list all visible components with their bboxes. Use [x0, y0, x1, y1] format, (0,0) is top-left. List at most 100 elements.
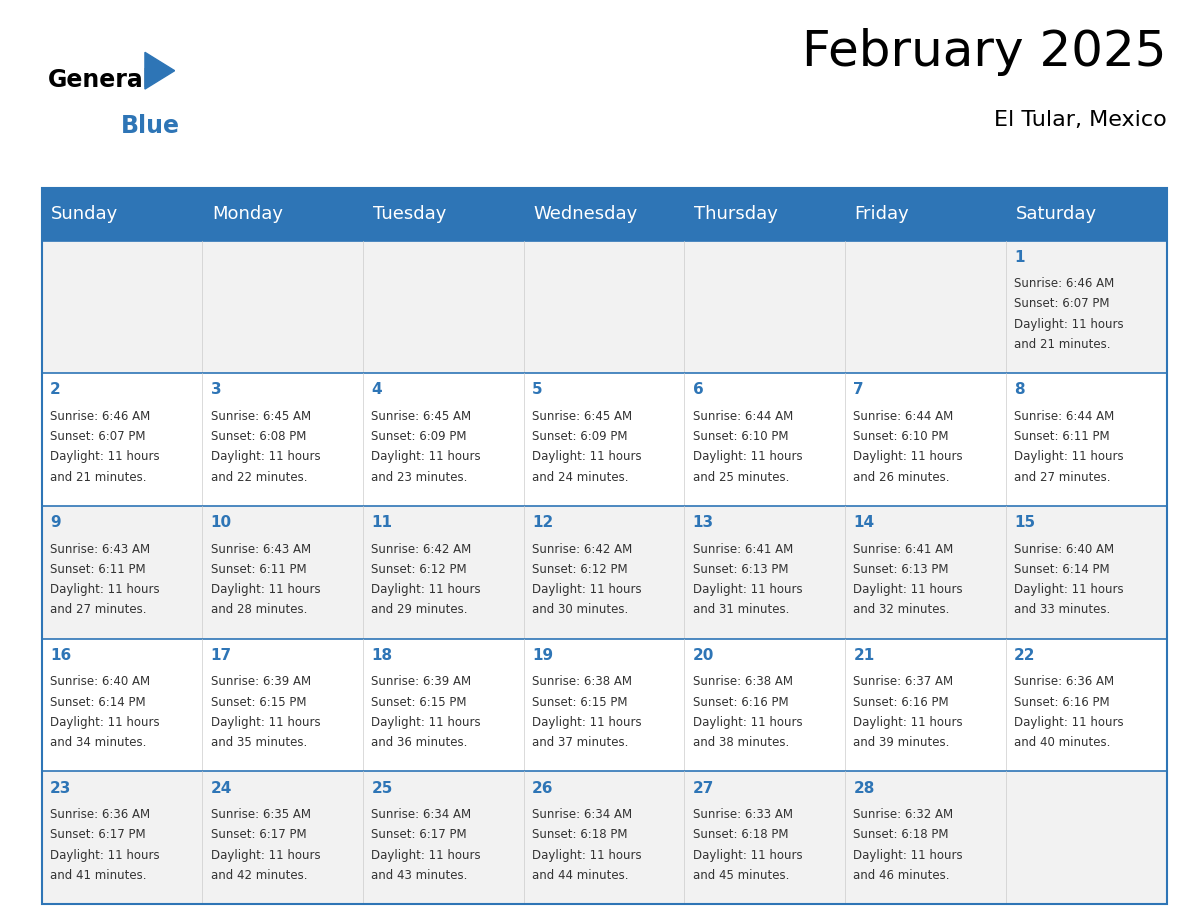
Text: 19: 19	[532, 648, 554, 663]
Text: Sunset: 6:14 PM: Sunset: 6:14 PM	[1015, 563, 1110, 576]
Text: Sunrise: 6:41 AM: Sunrise: 6:41 AM	[853, 543, 954, 555]
Text: Daylight: 11 hours: Daylight: 11 hours	[210, 451, 321, 464]
Text: and 45 minutes.: and 45 minutes.	[693, 868, 789, 882]
Text: Sunset: 6:14 PM: Sunset: 6:14 PM	[50, 696, 145, 709]
Bar	[42, 188, 1167, 241]
Text: 27: 27	[693, 780, 714, 796]
Text: Sunrise: 6:39 AM: Sunrise: 6:39 AM	[372, 676, 472, 688]
Text: Daylight: 11 hours: Daylight: 11 hours	[693, 848, 802, 862]
Text: Sunrise: 6:33 AM: Sunrise: 6:33 AM	[693, 808, 792, 822]
Text: and 27 minutes.: and 27 minutes.	[50, 603, 146, 616]
Text: Sunset: 6:18 PM: Sunset: 6:18 PM	[853, 828, 949, 842]
Text: 26: 26	[532, 780, 554, 796]
Text: Daylight: 11 hours: Daylight: 11 hours	[210, 583, 321, 596]
Text: Daylight: 11 hours: Daylight: 11 hours	[372, 716, 481, 729]
Text: and 44 minutes.: and 44 minutes.	[532, 868, 628, 882]
Text: Sunrise: 6:45 AM: Sunrise: 6:45 AM	[372, 410, 472, 423]
Text: Sunset: 6:15 PM: Sunset: 6:15 PM	[372, 696, 467, 709]
Text: Sunset: 6:13 PM: Sunset: 6:13 PM	[693, 563, 789, 576]
Text: Sunrise: 6:43 AM: Sunrise: 6:43 AM	[50, 543, 150, 555]
Text: 9: 9	[50, 515, 61, 531]
Text: Daylight: 11 hours: Daylight: 11 hours	[1015, 716, 1124, 729]
Text: 2: 2	[50, 383, 61, 397]
Text: Daylight: 11 hours: Daylight: 11 hours	[532, 848, 642, 862]
Text: Sunrise: 6:44 AM: Sunrise: 6:44 AM	[853, 410, 954, 423]
Text: Wednesday: Wednesday	[533, 206, 638, 223]
Text: Sunset: 6:18 PM: Sunset: 6:18 PM	[693, 828, 789, 842]
Text: Blue: Blue	[121, 114, 181, 138]
Text: General: General	[48, 68, 151, 92]
Text: 15: 15	[1015, 515, 1035, 531]
Text: and 41 minutes.: and 41 minutes.	[50, 868, 146, 882]
Text: and 38 minutes.: and 38 minutes.	[693, 736, 789, 749]
Text: and 28 minutes.: and 28 minutes.	[210, 603, 307, 616]
Polygon shape	[145, 52, 175, 89]
Text: Sunset: 6:17 PM: Sunset: 6:17 PM	[210, 828, 307, 842]
Text: 13: 13	[693, 515, 714, 531]
Text: 18: 18	[372, 648, 392, 663]
Text: and 23 minutes.: and 23 minutes.	[372, 471, 468, 484]
Text: El Tular, Mexico: El Tular, Mexico	[994, 110, 1167, 130]
Text: 8: 8	[1015, 383, 1025, 397]
Text: and 34 minutes.: and 34 minutes.	[50, 736, 146, 749]
Text: Sunrise: 6:36 AM: Sunrise: 6:36 AM	[50, 808, 150, 822]
Text: and 26 minutes.: and 26 minutes.	[853, 471, 950, 484]
Text: Sunrise: 6:46 AM: Sunrise: 6:46 AM	[50, 410, 150, 423]
Text: Sunset: 6:16 PM: Sunset: 6:16 PM	[853, 696, 949, 709]
Text: and 37 minutes.: and 37 minutes.	[532, 736, 628, 749]
Text: Sunset: 6:11 PM: Sunset: 6:11 PM	[50, 563, 145, 576]
Text: and 30 minutes.: and 30 minutes.	[532, 603, 628, 616]
Text: 24: 24	[210, 780, 232, 796]
Text: Sunset: 6:08 PM: Sunset: 6:08 PM	[210, 431, 307, 443]
Text: Daylight: 11 hours: Daylight: 11 hours	[50, 716, 159, 729]
Bar	[42, 639, 1167, 771]
Text: Sunrise: 6:40 AM: Sunrise: 6:40 AM	[50, 676, 150, 688]
Text: Sunday: Sunday	[51, 206, 119, 223]
Text: 25: 25	[372, 780, 393, 796]
Text: Daylight: 11 hours: Daylight: 11 hours	[532, 583, 642, 596]
Text: Sunrise: 6:34 AM: Sunrise: 6:34 AM	[372, 808, 472, 822]
Text: Sunrise: 6:43 AM: Sunrise: 6:43 AM	[210, 543, 311, 555]
Text: Daylight: 11 hours: Daylight: 11 hours	[50, 848, 159, 862]
Text: Sunset: 6:09 PM: Sunset: 6:09 PM	[372, 431, 467, 443]
Text: Thursday: Thursday	[694, 206, 778, 223]
Text: Daylight: 11 hours: Daylight: 11 hours	[532, 451, 642, 464]
Text: 7: 7	[853, 383, 864, 397]
Text: Daylight: 11 hours: Daylight: 11 hours	[1015, 318, 1124, 330]
Text: Sunset: 6:12 PM: Sunset: 6:12 PM	[372, 563, 467, 576]
Text: and 36 minutes.: and 36 minutes.	[372, 736, 468, 749]
Text: Daylight: 11 hours: Daylight: 11 hours	[693, 451, 802, 464]
Text: Sunset: 6:18 PM: Sunset: 6:18 PM	[532, 828, 627, 842]
Text: February 2025: February 2025	[802, 28, 1167, 75]
Text: Daylight: 11 hours: Daylight: 11 hours	[50, 583, 159, 596]
Text: Tuesday: Tuesday	[373, 206, 446, 223]
Text: Sunset: 6:11 PM: Sunset: 6:11 PM	[210, 563, 307, 576]
Text: 17: 17	[210, 648, 232, 663]
Text: and 29 minutes.: and 29 minutes.	[372, 603, 468, 616]
Text: and 24 minutes.: and 24 minutes.	[532, 471, 628, 484]
Text: and 46 minutes.: and 46 minutes.	[853, 868, 950, 882]
Text: Daylight: 11 hours: Daylight: 11 hours	[853, 716, 963, 729]
Text: 4: 4	[372, 383, 383, 397]
Text: Sunset: 6:07 PM: Sunset: 6:07 PM	[1015, 297, 1110, 310]
Text: Sunrise: 6:39 AM: Sunrise: 6:39 AM	[210, 676, 311, 688]
Text: 1: 1	[1015, 250, 1025, 264]
Text: Daylight: 11 hours: Daylight: 11 hours	[1015, 583, 1124, 596]
Text: Sunrise: 6:41 AM: Sunrise: 6:41 AM	[693, 543, 794, 555]
Text: Sunset: 6:11 PM: Sunset: 6:11 PM	[1015, 431, 1110, 443]
Text: Sunrise: 6:44 AM: Sunrise: 6:44 AM	[1015, 410, 1114, 423]
Text: Daylight: 11 hours: Daylight: 11 hours	[853, 451, 963, 464]
Bar	[42, 771, 1167, 904]
Text: 5: 5	[532, 383, 543, 397]
Text: Sunset: 6:13 PM: Sunset: 6:13 PM	[853, 563, 949, 576]
Bar	[42, 188, 1167, 904]
Text: and 35 minutes.: and 35 minutes.	[210, 736, 307, 749]
Text: Sunset: 6:10 PM: Sunset: 6:10 PM	[693, 431, 789, 443]
Text: 23: 23	[50, 780, 71, 796]
Text: and 32 minutes.: and 32 minutes.	[853, 603, 950, 616]
Text: Sunrise: 6:37 AM: Sunrise: 6:37 AM	[853, 676, 954, 688]
Text: Daylight: 11 hours: Daylight: 11 hours	[853, 848, 963, 862]
Text: and 39 minutes.: and 39 minutes.	[853, 736, 950, 749]
Text: and 27 minutes.: and 27 minutes.	[1015, 471, 1111, 484]
Text: 28: 28	[853, 780, 874, 796]
